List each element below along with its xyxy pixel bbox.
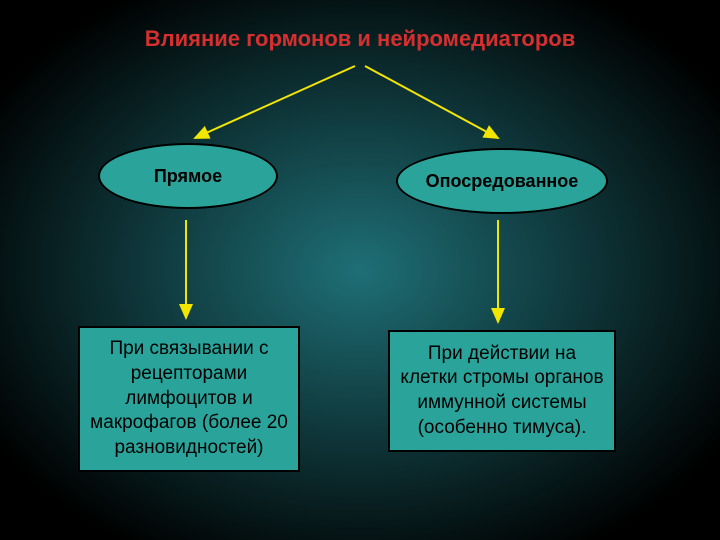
- box-mediated-description: При действии на клетки стромы органов им…: [388, 330, 616, 452]
- box-direct-description: При связывании с рецепторами лимфоцитов …: [78, 326, 300, 472]
- ellipse-direct: Прямое: [98, 143, 278, 209]
- box-direct-text: При связывании с рецепторами лимфоцитов …: [90, 337, 288, 460]
- ellipse-direct-label: Прямое: [154, 166, 222, 187]
- page-title: Влияние гормонов и нейромедиаторов: [0, 26, 720, 52]
- ellipse-mediated: Опосредованное: [396, 148, 608, 214]
- arrow: [195, 66, 355, 138]
- box-mediated-text: При действии на клетки стромы органов им…: [400, 342, 604, 441]
- ellipse-mediated-label: Опосредованное: [426, 171, 579, 192]
- diagram-stage: Влияние гормонов и нейромедиаторов Прямо…: [0, 0, 720, 540]
- arrow: [365, 66, 498, 138]
